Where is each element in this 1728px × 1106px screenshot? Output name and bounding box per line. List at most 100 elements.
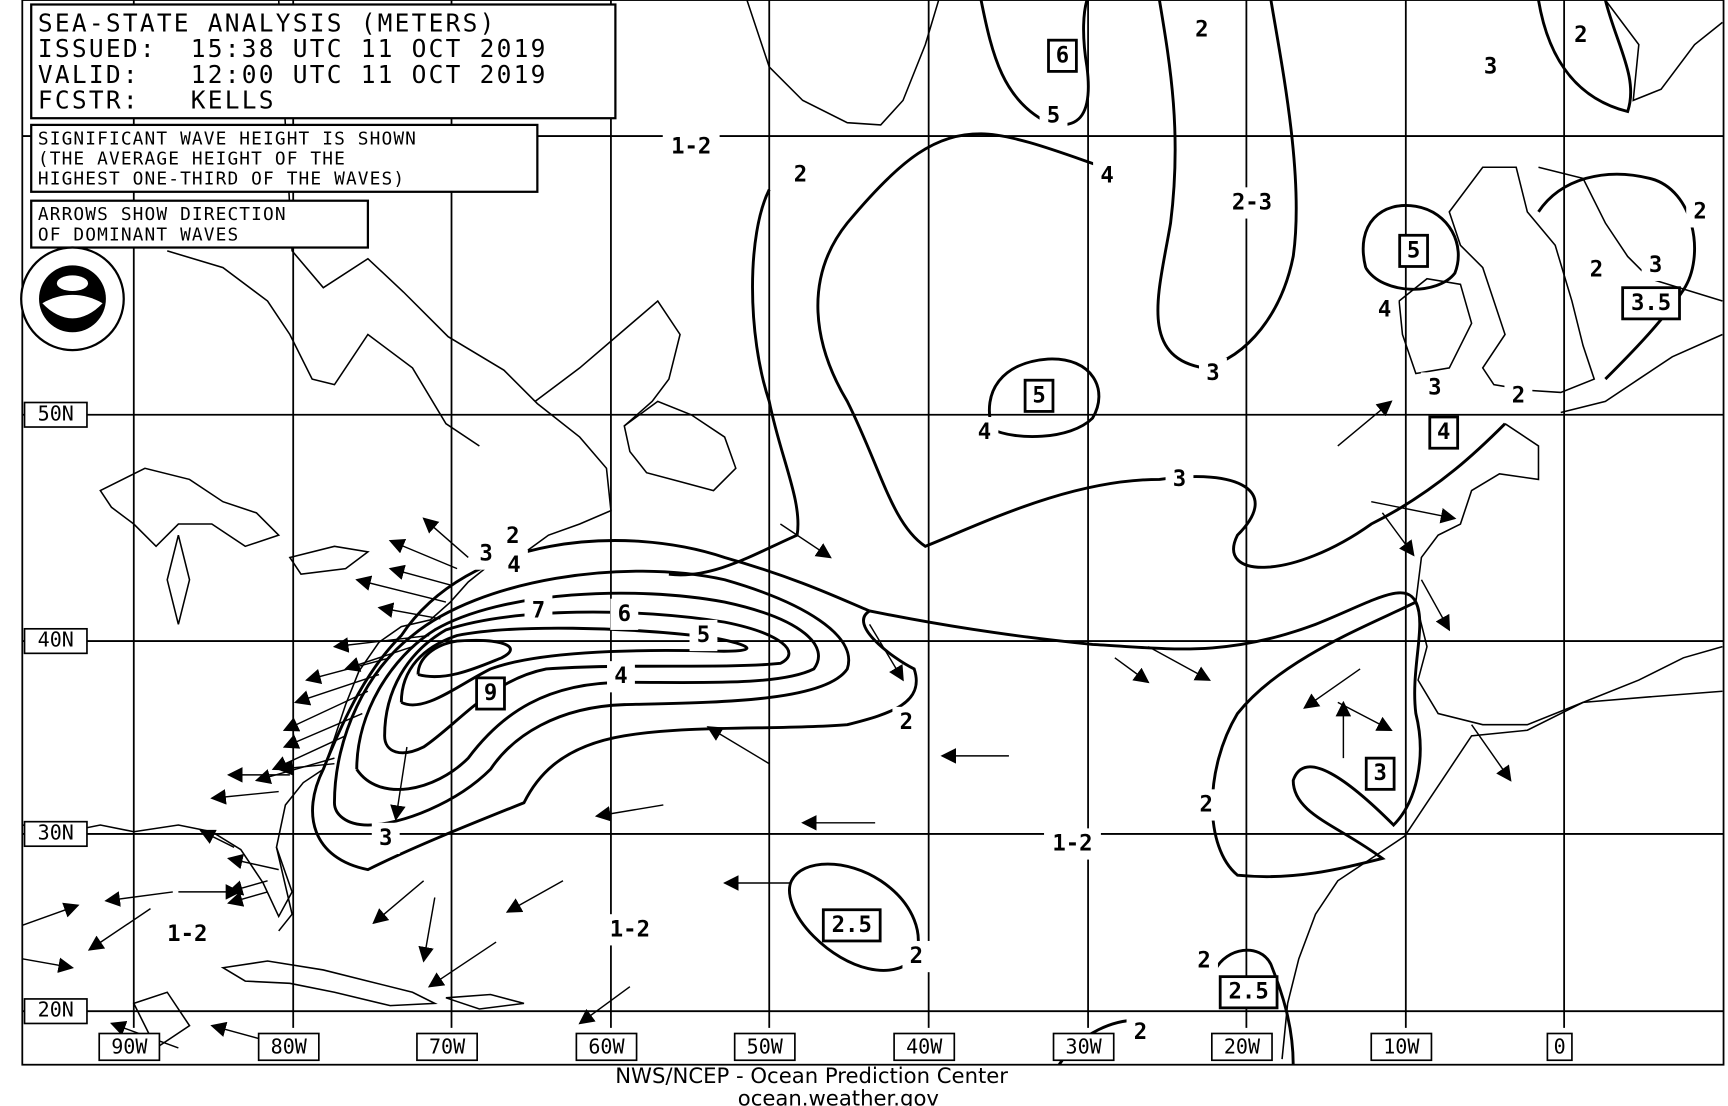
contour-label: 3 [1649,252,1662,278]
longitude-label: 80W [271,1034,308,1058]
contour-label-bg [1641,249,1670,281]
contour-label: 2-3 [1232,189,1272,215]
contour-label-bg [1420,372,1449,404]
contour-label-bg [662,131,720,163]
great-lakes [99,467,370,625]
contour-label-box [1023,378,1055,413]
header-box: SEA-STATE ANALYSIS (METERS) ISSUED: 15:3… [20,3,617,352]
wave-arrow [1337,400,1393,447]
contour-label: 3 [1428,375,1441,401]
latitude-label: 20N [38,998,74,1022]
wave-arrow [377,602,441,620]
longitude-label-box [98,1032,161,1062]
contour-label-bg [1476,51,1505,83]
contour [816,132,1507,569]
wave-arrow [293,673,380,706]
ireland-coast [1398,277,1473,375]
greenland-coast [746,0,940,126]
wave-arrow [271,735,346,771]
contour-label-box [1428,415,1460,450]
contour [1213,948,1295,1065]
contour-label-bg [601,914,659,946]
wave-arrow [372,880,425,925]
wave-arrow [305,657,391,685]
note-frame [30,123,539,193]
contour-label-bg [371,822,400,855]
wave-arrow [868,623,904,682]
longitude-label: 70W [429,1034,466,1058]
newfoundland-coast [623,400,737,492]
contour-label: 3.5 [1631,290,1671,316]
wave-arrow [578,986,631,1025]
contour [333,569,851,827]
contour-label-bg [689,619,718,652]
longitude-label-box [257,1032,320,1062]
contour-label-bg [1370,294,1399,326]
wave-arrow [1147,646,1211,681]
contour-label-box [475,676,506,711]
contour-label-bg [1165,463,1194,496]
florida-coast [275,847,293,932]
contour-label-bg [902,940,931,973]
contour-label: 1-2 [1052,830,1092,856]
wave-arrow [505,880,564,913]
wave-direction-arrows [22,400,1512,1049]
longitude-label-box [1052,1032,1115,1062]
contour-label: 1-2 [167,921,207,947]
contour-label: 6 [1056,42,1069,68]
latitude-label-box [23,998,88,1025]
contour-label-bg [1686,196,1715,228]
contour-label: 5 [697,622,710,648]
contour-label: 5 [1032,382,1045,408]
contour-label: 2.5 [1228,979,1268,1005]
note-frame [30,199,370,249]
wave-arrow [227,853,279,871]
contour-label-bg [970,416,999,449]
longitude-label-box [1210,1032,1273,1062]
contour-label-bg [1504,380,1533,412]
wave-arrow [390,746,408,821]
contour-label: 2 [910,943,923,969]
wave-arrow [87,908,151,951]
contour-label-box [1047,38,1078,73]
longitude-label: 30W [1066,1034,1103,1058]
contour-label: 6 [618,601,631,627]
contour-label-bg [610,598,639,630]
longitude-label-box [733,1032,796,1062]
map-frame [21,0,1725,1066]
contour-label: 4 [978,419,991,445]
coastlines [22,0,1723,1060]
contour-label-bg [607,661,635,693]
wave-arrow [706,726,770,765]
longitude-label: 50W [747,1034,784,1058]
header-line: FCSTR: KELLS [38,85,276,114]
contour-label-bg [524,595,553,627]
contour-label-bg [1187,14,1216,46]
contour-label: 3 [379,825,392,851]
contour [383,610,791,755]
contour-label-box [1218,975,1279,1010]
north-america-coast [22,0,612,919]
contour [1361,204,1460,291]
contour [311,539,918,872]
note-line: SIGNIFICANT WAVE HEIGHT IS SHOWN [38,128,417,149]
contour [987,357,1101,438]
contour-label: 2 [1197,948,1210,974]
contour-label-bg [1093,160,1121,192]
contour-label: 2 [1200,791,1213,817]
contour-label: 3 [1484,53,1497,79]
scandinavia-coast [1604,0,1723,102]
latitude-label-box [23,401,88,428]
wave-arrow [1420,579,1451,632]
wave-arrow [282,712,363,749]
contour-label: 1-2 [671,134,711,160]
contour-label-box [1364,756,1396,791]
contour-label-bg [1192,789,1221,821]
contour-label: 5 [1047,102,1060,128]
wave-arrow [344,645,413,672]
contour-label-bg [1039,100,1068,132]
contour-label: 3 [1206,360,1219,386]
contour-label: 2 [1195,17,1208,43]
contour [416,638,512,679]
